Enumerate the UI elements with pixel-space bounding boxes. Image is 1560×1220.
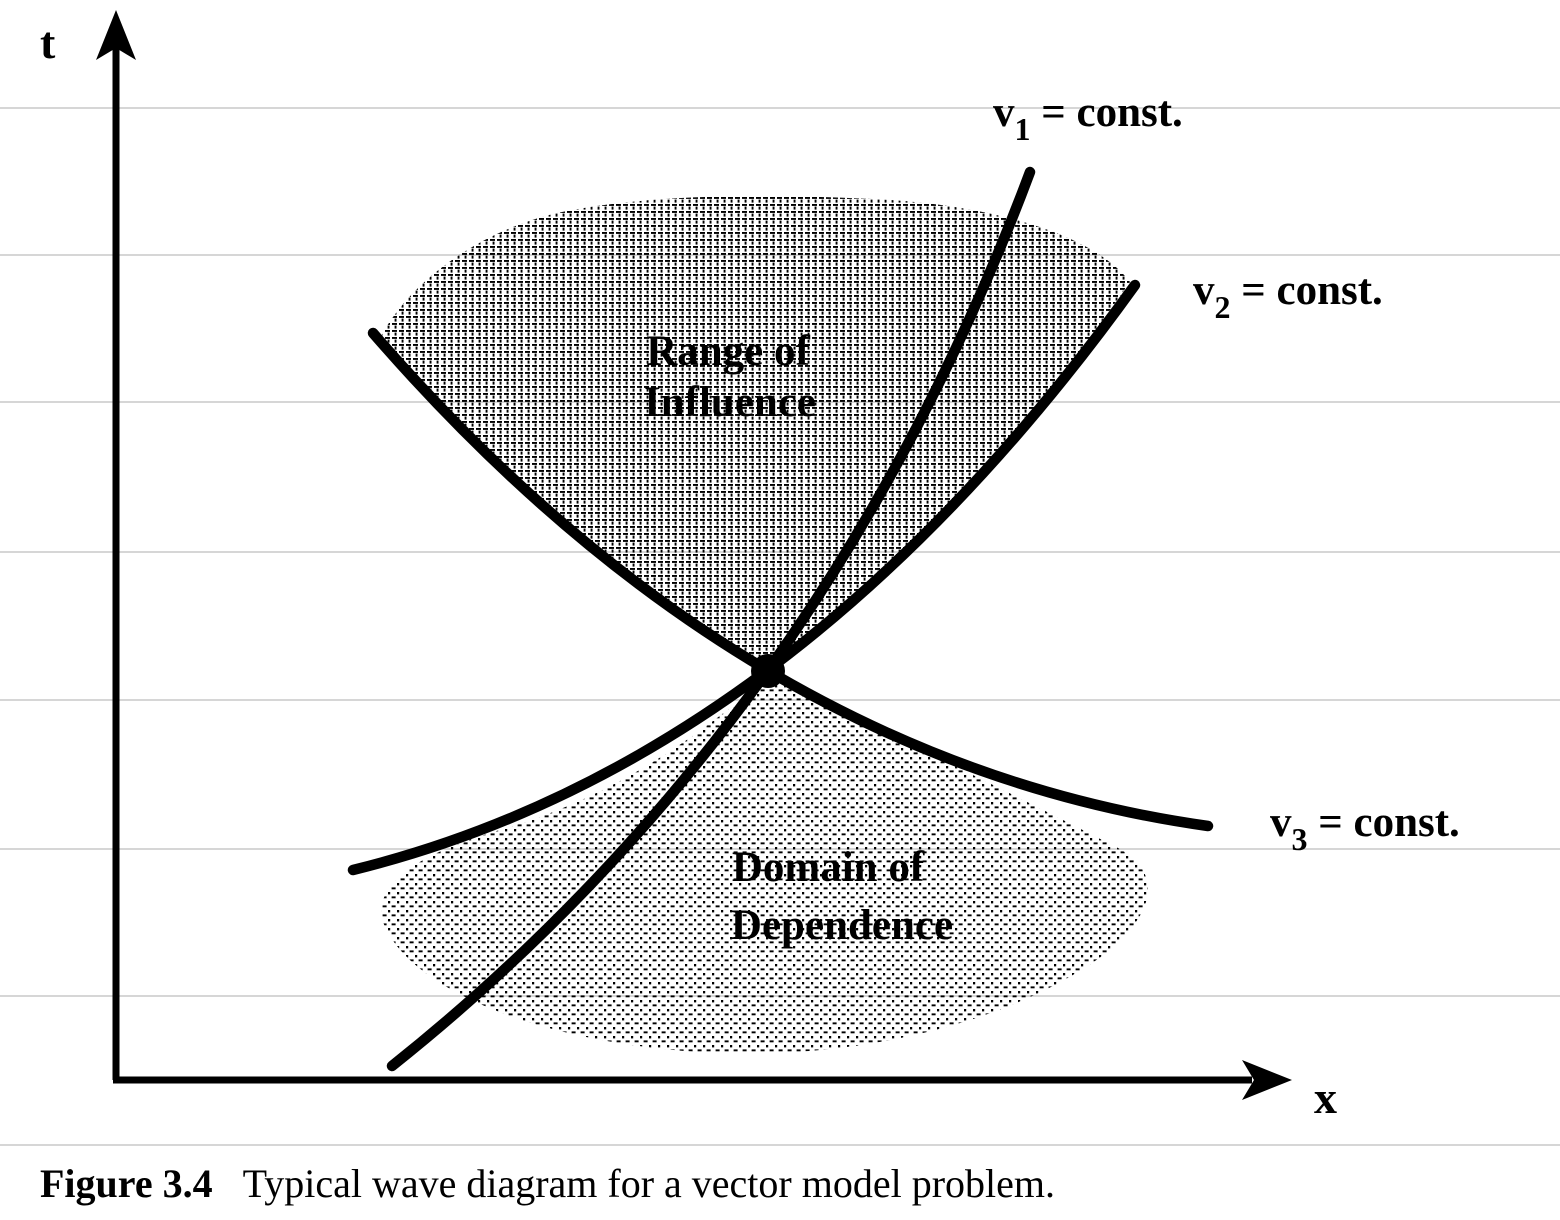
range-of-influence-region xyxy=(378,196,1130,670)
range-of-influence-label-line2: Influence xyxy=(644,379,816,426)
range-of-influence-label-line1: Range of xyxy=(646,328,810,375)
domain-of-dependence-label-line2: Dependence xyxy=(731,902,953,949)
axes xyxy=(96,10,1292,1100)
figure-caption: Figure 3.4 Typical wave diagram for a vec… xyxy=(40,1160,1055,1207)
x-axis-label: x xyxy=(1314,1072,1337,1123)
domain-of-dependence-region xyxy=(381,676,1149,1054)
domain-of-dependence-label-line1: Domain of xyxy=(732,844,925,891)
curve-label-v3: v3 = const. xyxy=(1270,799,1460,857)
t-axis-arrow-icon xyxy=(96,10,136,60)
x-axis-arrow-icon xyxy=(1242,1060,1292,1100)
figure-caption-text: Typical wave diagram for a vector model … xyxy=(242,1161,1056,1206)
curve-label-v2: v2 = const. xyxy=(1193,267,1383,325)
intersection-point xyxy=(751,654,785,688)
curve-label-v1: v1 = const. xyxy=(993,89,1183,147)
figure-caption-number: Figure 3.4 xyxy=(40,1161,213,1206)
t-axis-label: t xyxy=(40,17,56,68)
